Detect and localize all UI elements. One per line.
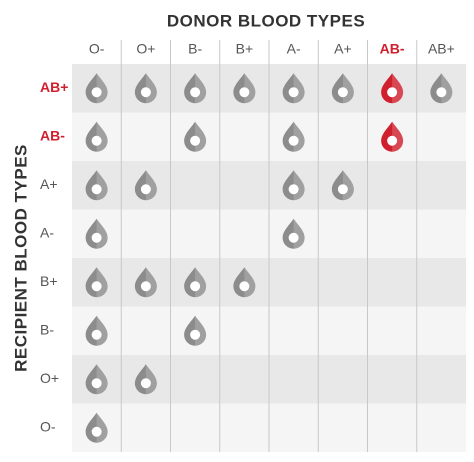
drop-inner (288, 184, 299, 195)
column-label: AB- (380, 41, 405, 57)
drop-inner (91, 426, 102, 437)
drop-inner (436, 87, 447, 98)
drop-shade (96, 121, 108, 152)
column-label: B- (188, 41, 202, 57)
drop-inner (387, 87, 398, 98)
row-label: AB- (40, 127, 65, 143)
drop-shade (195, 121, 207, 152)
drop-inner (91, 184, 102, 195)
recipient-title: RECIPIENT BLOOD TYPES (11, 144, 30, 372)
column-label: A- (287, 41, 301, 57)
drop-inner (91, 135, 102, 146)
drop-shade (342, 73, 354, 104)
drop-shade (96, 218, 108, 249)
drop-shade (392, 73, 404, 104)
drop-shade (96, 364, 108, 395)
drop-shade (195, 267, 207, 298)
drop-inner (140, 87, 151, 98)
drop-shade (293, 218, 305, 249)
drop-shade (96, 315, 108, 346)
column-label: O+ (136, 41, 155, 57)
drop-shade (293, 121, 305, 152)
drop-shade (96, 170, 108, 201)
drop-shade (293, 73, 305, 104)
drop-inner (140, 184, 151, 195)
drop-inner (288, 232, 299, 243)
drop-inner (387, 135, 398, 146)
drop-shade (96, 412, 108, 443)
column-label: O- (89, 41, 105, 57)
row-label: O- (40, 418, 56, 434)
drop-inner (91, 87, 102, 98)
drop-shade (195, 315, 207, 346)
drop-inner (91, 232, 102, 243)
drop-inner (190, 87, 201, 98)
drop-inner (91, 378, 102, 389)
row-label: B- (40, 321, 54, 337)
drop-inner (190, 329, 201, 340)
drop-inner (239, 87, 250, 98)
drop-inner (140, 281, 151, 292)
drop-shade (145, 364, 157, 395)
row-label: A- (40, 224, 54, 240)
drop-shade (145, 73, 157, 104)
row-label: A+ (40, 176, 58, 192)
column-label: A+ (334, 41, 352, 57)
drop-inner (190, 135, 201, 146)
drop-shade (145, 170, 157, 201)
column-label: AB+ (428, 41, 455, 57)
row-label: O+ (40, 370, 59, 386)
drop-shade (96, 73, 108, 104)
drop-shade (96, 267, 108, 298)
drop-inner (288, 87, 299, 98)
drop-shade (392, 121, 404, 152)
drop-shade (244, 267, 256, 298)
drop-inner (140, 378, 151, 389)
drop-shade (293, 170, 305, 201)
drop-inner (239, 281, 250, 292)
drop-inner (190, 281, 201, 292)
drop-inner (91, 281, 102, 292)
drop-inner (337, 87, 348, 98)
drop-shade (244, 73, 256, 104)
drop-inner (288, 135, 299, 146)
column-label: B+ (236, 41, 254, 57)
row-label: AB+ (40, 79, 68, 95)
drop-inner (91, 329, 102, 340)
row-label: B+ (40, 273, 58, 289)
drop-inner (337, 184, 348, 195)
drop-shade (441, 73, 453, 104)
drop-shade (342, 170, 354, 201)
drop-shade (195, 73, 207, 104)
donor-title: DONOR BLOOD TYPES (167, 11, 365, 30)
drop-shade (145, 267, 157, 298)
